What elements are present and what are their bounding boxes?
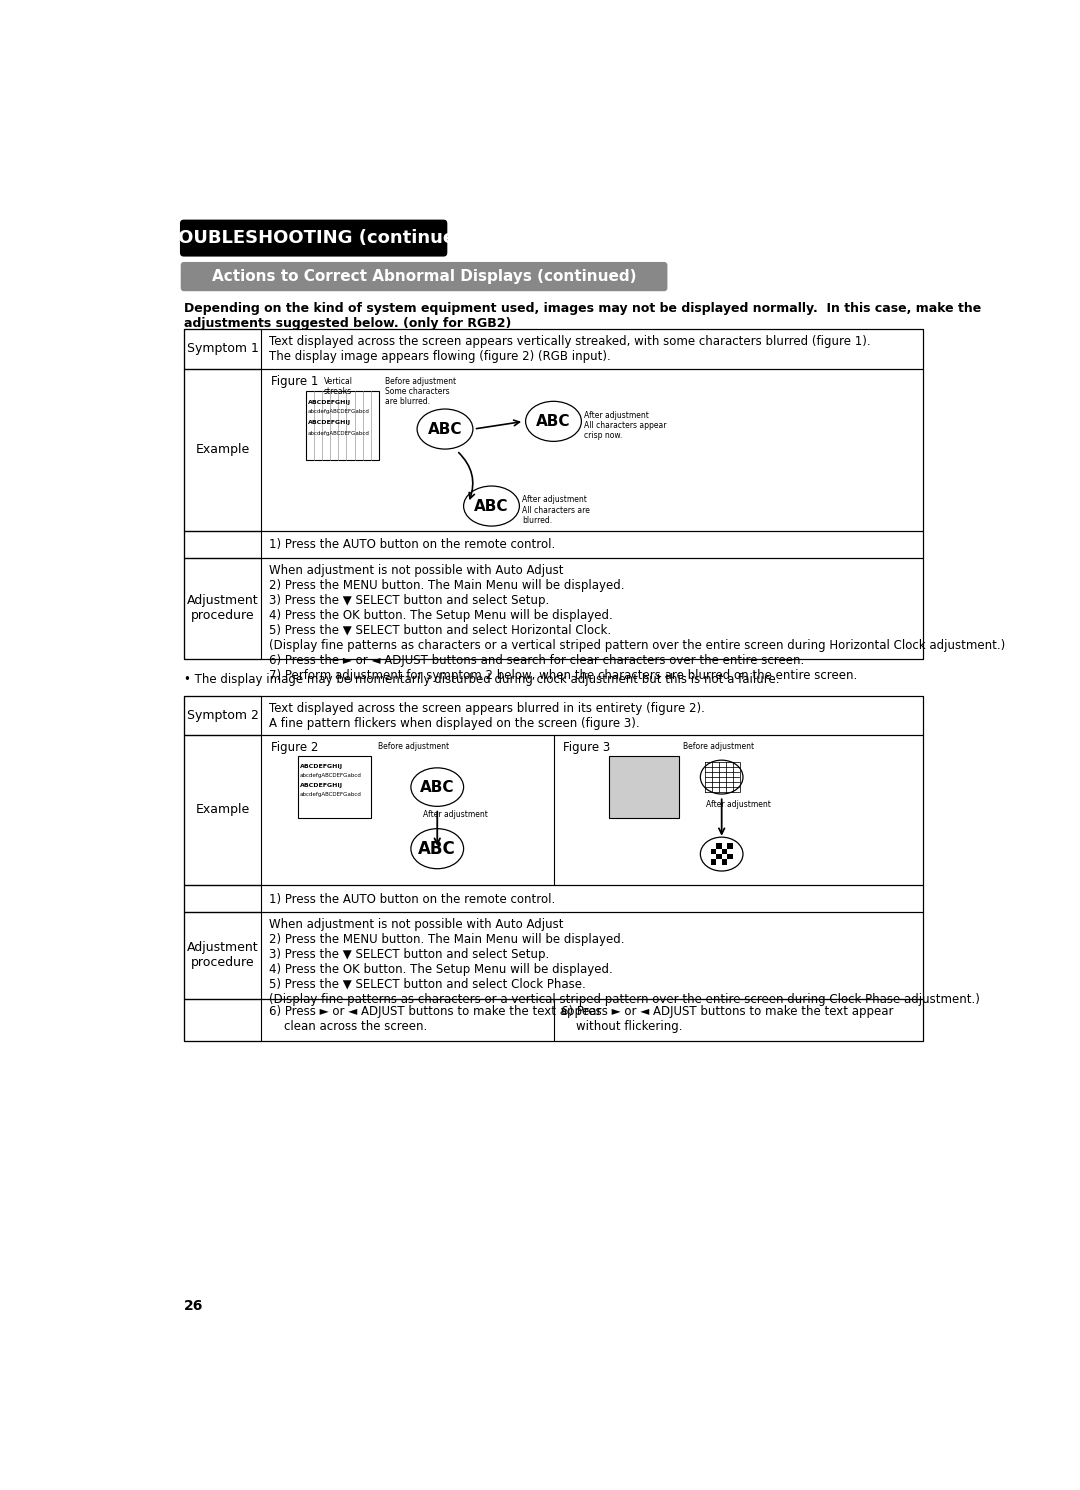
Bar: [721, 860, 727, 864]
Text: Actions to Correct Abnormal Displays (continued): Actions to Correct Abnormal Displays (co…: [212, 270, 636, 285]
Text: ABCDEFGHIJ: ABCDEFGHIJ: [308, 399, 351, 405]
Text: abcdefgABCDEFGabcd: abcdefgABCDEFGabcd: [308, 431, 369, 435]
Ellipse shape: [700, 760, 743, 794]
Text: abcdefgABCDEFGabcd: abcdefgABCDEFGabcd: [308, 410, 369, 414]
Bar: [184, 696, 923, 1042]
Text: After adjustment: After adjustment: [423, 811, 488, 820]
Text: Example: Example: [195, 444, 249, 456]
Text: Before adjustment: Before adjustment: [378, 742, 448, 751]
Bar: [184, 735, 923, 885]
Text: • The display image may be momentarily disturbed during clock adjustment but thi: • The display image may be momentarily d…: [184, 673, 780, 685]
FancyBboxPatch shape: [180, 219, 447, 256]
Bar: [184, 557, 923, 659]
Bar: [184, 530, 923, 557]
Text: 26: 26: [184, 1299, 203, 1313]
Text: ABC: ABC: [537, 414, 570, 429]
Text: Figure 2: Figure 2: [271, 741, 318, 754]
Bar: [711, 860, 716, 864]
Text: 1) Press the AUTO button on the remote control.: 1) Press the AUTO button on the remote c…: [269, 538, 555, 551]
Bar: [306, 390, 379, 460]
Text: Adjustment
procedure: Adjustment procedure: [187, 595, 258, 623]
Text: ABC: ABC: [428, 422, 462, 437]
Text: Before adjustment
Some characters
are blurred.: Before adjustment Some characters are bl…: [386, 377, 457, 407]
Bar: [184, 735, 261, 885]
FancyBboxPatch shape: [180, 262, 667, 291]
Bar: [298, 757, 372, 818]
Text: When adjustment is not possible with Auto Adjust
2) Press the MENU button. The M: When adjustment is not possible with Aut…: [269, 918, 980, 1006]
Text: TROUBLESHOOTING (continued): TROUBLESHOOTING (continued): [151, 229, 475, 247]
Bar: [184, 885, 261, 912]
Text: ABC: ABC: [418, 840, 456, 858]
Bar: [184, 530, 261, 557]
Bar: [184, 912, 923, 998]
Bar: [721, 849, 727, 854]
Text: After adjustment: After adjustment: [706, 800, 771, 809]
Text: After adjustment
All characters are
blurred.: After adjustment All characters are blur…: [523, 495, 591, 524]
Bar: [184, 885, 923, 912]
Text: abcdefgABCDEFGabcd: abcdefgABCDEFGabcd: [300, 793, 362, 797]
Bar: [727, 843, 732, 849]
Bar: [184, 329, 261, 370]
Bar: [609, 757, 679, 818]
Bar: [184, 998, 261, 1042]
Text: When adjustment is not possible with Auto Adjust
2) Press the MENU button. The M: When adjustment is not possible with Aut…: [269, 563, 1005, 682]
Bar: [184, 696, 261, 735]
Text: 6) Press ► or ◄ ADJUST buttons to make the text appear
    clean across the scre: 6) Press ► or ◄ ADJUST buttons to make t…: [269, 1006, 602, 1033]
Bar: [184, 912, 261, 998]
Text: abcdefgABCDEFGabcd: abcdefgABCDEFGabcd: [300, 773, 362, 778]
Text: After adjustment
All characters appear
crisp now.: After adjustment All characters appear c…: [584, 411, 667, 441]
Bar: [184, 329, 923, 659]
Text: 1) Press the AUTO button on the remote control.: 1) Press the AUTO button on the remote c…: [269, 893, 555, 906]
Bar: [184, 329, 923, 370]
Bar: [711, 849, 716, 854]
Text: ABCDEFGHIJ: ABCDEFGHIJ: [300, 784, 343, 788]
Bar: [184, 557, 261, 659]
Bar: [727, 854, 732, 860]
Text: Text displayed across the screen appears vertically streaked, with some characte: Text displayed across the screen appears…: [269, 335, 870, 364]
Text: Depending on the kind of system equipment used, images may not be displayed norm: Depending on the kind of system equipmen…: [184, 302, 981, 329]
Text: Text displayed across the screen appears blurred in its entirety (figure 2).
A f: Text displayed across the screen appears…: [269, 702, 705, 730]
Bar: [184, 696, 923, 735]
Text: ABCDEFGHIJ: ABCDEFGHIJ: [300, 764, 343, 769]
Text: Example: Example: [195, 803, 249, 817]
Text: ABCDEFGHIJ: ABCDEFGHIJ: [308, 420, 351, 425]
Bar: [184, 370, 923, 530]
Text: Before adjustment: Before adjustment: [683, 742, 754, 751]
Text: Figure 1: Figure 1: [271, 375, 318, 389]
Bar: [716, 854, 721, 860]
Text: Vertical
streaks: Vertical streaks: [324, 377, 353, 396]
Text: ABC: ABC: [420, 779, 455, 794]
Text: 6) Press ► or ◄ ADJUST buttons to make the text appear
    without flickering.: 6) Press ► or ◄ ADJUST buttons to make t…: [562, 1006, 894, 1033]
Bar: [184, 998, 923, 1042]
Text: Figure 3: Figure 3: [563, 741, 610, 754]
Bar: [184, 370, 261, 530]
Bar: [716, 843, 721, 849]
Text: Symptom 2: Symptom 2: [187, 709, 258, 723]
Text: Adjustment
procedure: Adjustment procedure: [187, 942, 258, 970]
Ellipse shape: [700, 837, 743, 872]
Text: Symptom 1: Symptom 1: [187, 343, 258, 356]
Text: ABC: ABC: [474, 499, 509, 514]
